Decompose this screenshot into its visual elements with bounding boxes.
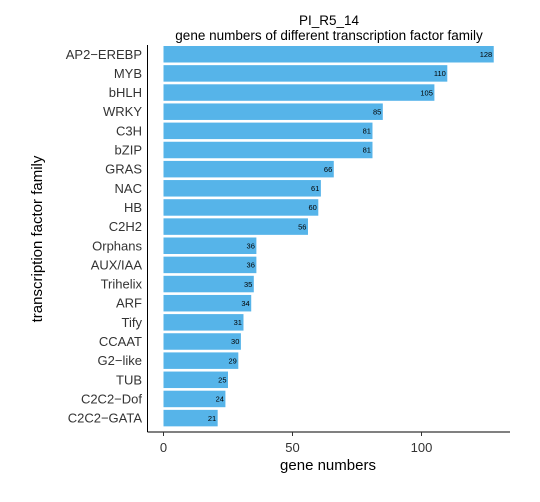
data-label: 25 bbox=[218, 376, 226, 385]
category-label: MYB bbox=[114, 66, 142, 81]
data-label: 31 bbox=[234, 318, 242, 327]
x-tick-label: 100 bbox=[411, 440, 433, 455]
data-label: 24 bbox=[216, 395, 224, 404]
category-label: C2H2 bbox=[109, 219, 142, 234]
category-label: GRAS bbox=[105, 162, 142, 177]
category-label: bHLH bbox=[109, 85, 142, 100]
bar bbox=[163, 103, 383, 120]
data-label: 105 bbox=[420, 88, 433, 97]
bar bbox=[163, 160, 334, 178]
bar bbox=[163, 180, 321, 197]
data-label: 36 bbox=[247, 241, 255, 250]
category-label: bZIP bbox=[115, 143, 142, 158]
category-label: Tify bbox=[122, 315, 143, 330]
data-label: 61 bbox=[311, 184, 319, 193]
data-label: 60 bbox=[308, 203, 316, 212]
category-label: WRKY bbox=[103, 104, 142, 119]
bar bbox=[163, 141, 373, 159]
bar bbox=[163, 409, 218, 427]
data-label: 56 bbox=[298, 222, 306, 231]
chart-subtitle: gene numbers of different transcription … bbox=[175, 28, 483, 43]
data-label: 30 bbox=[231, 337, 239, 346]
bar bbox=[163, 218, 308, 235]
bar bbox=[163, 333, 241, 350]
category-label: G2−like bbox=[98, 353, 142, 368]
bar bbox=[163, 390, 226, 408]
x-axis-title: gene numbers bbox=[280, 457, 376, 474]
category-label: TUB bbox=[116, 372, 142, 387]
bar bbox=[163, 237, 257, 254]
y-axis-title: transcription factor family bbox=[29, 155, 46, 322]
data-label: 66 bbox=[324, 165, 332, 174]
bar bbox=[163, 84, 435, 101]
category-label: Trihelix bbox=[101, 277, 143, 292]
chart-title: PI_R5_14 bbox=[299, 13, 360, 28]
bars-group bbox=[163, 46, 494, 427]
category-label: ARF bbox=[116, 296, 142, 311]
bar bbox=[163, 314, 244, 331]
category-label: Orphans bbox=[92, 238, 142, 253]
bar bbox=[163, 256, 257, 274]
bar bbox=[163, 371, 228, 389]
data-label: 36 bbox=[247, 261, 255, 270]
category-label: NAC bbox=[115, 181, 142, 196]
bar bbox=[163, 199, 319, 216]
category-label: AP2−EREBP bbox=[66, 47, 142, 62]
data-label: 81 bbox=[363, 146, 371, 155]
bar bbox=[163, 46, 494, 63]
data-labels: 128 110 105 85 81 81 66 61 60 56 36 36 35 34 31 30 29 25 2… bbox=[208, 50, 492, 423]
data-label: 81 bbox=[363, 127, 371, 136]
bar bbox=[163, 294, 252, 312]
bar bbox=[163, 65, 448, 82]
bar bbox=[163, 275, 254, 293]
data-label: 34 bbox=[241, 299, 249, 308]
category-label: AUX/IAA bbox=[91, 257, 143, 272]
x-tick-label: 0 bbox=[160, 440, 167, 455]
category-label: C3H bbox=[116, 123, 142, 138]
bar bbox=[163, 122, 373, 140]
category-labels: AP2−EREBP MYB bHLH WRKY C3H bZIP GRAS NAC HB C2H2… bbox=[66, 47, 143, 426]
data-label: 21 bbox=[208, 414, 216, 423]
category-label: HB bbox=[124, 200, 142, 215]
data-label: 35 bbox=[244, 280, 252, 289]
data-label: 110 bbox=[434, 69, 446, 78]
category-label: CCAAT bbox=[99, 334, 142, 349]
category-label: C2C2−GATA bbox=[68, 411, 143, 426]
category-label: C2C2−Dof bbox=[81, 391, 142, 406]
data-label: 128 bbox=[480, 50, 493, 59]
bar bbox=[163, 352, 239, 369]
x-axis-ticks: 0 50 100 bbox=[160, 432, 432, 455]
data-label: 29 bbox=[228, 356, 236, 365]
data-label: 85 bbox=[373, 107, 381, 116]
x-tick-label: 50 bbox=[285, 440, 299, 455]
